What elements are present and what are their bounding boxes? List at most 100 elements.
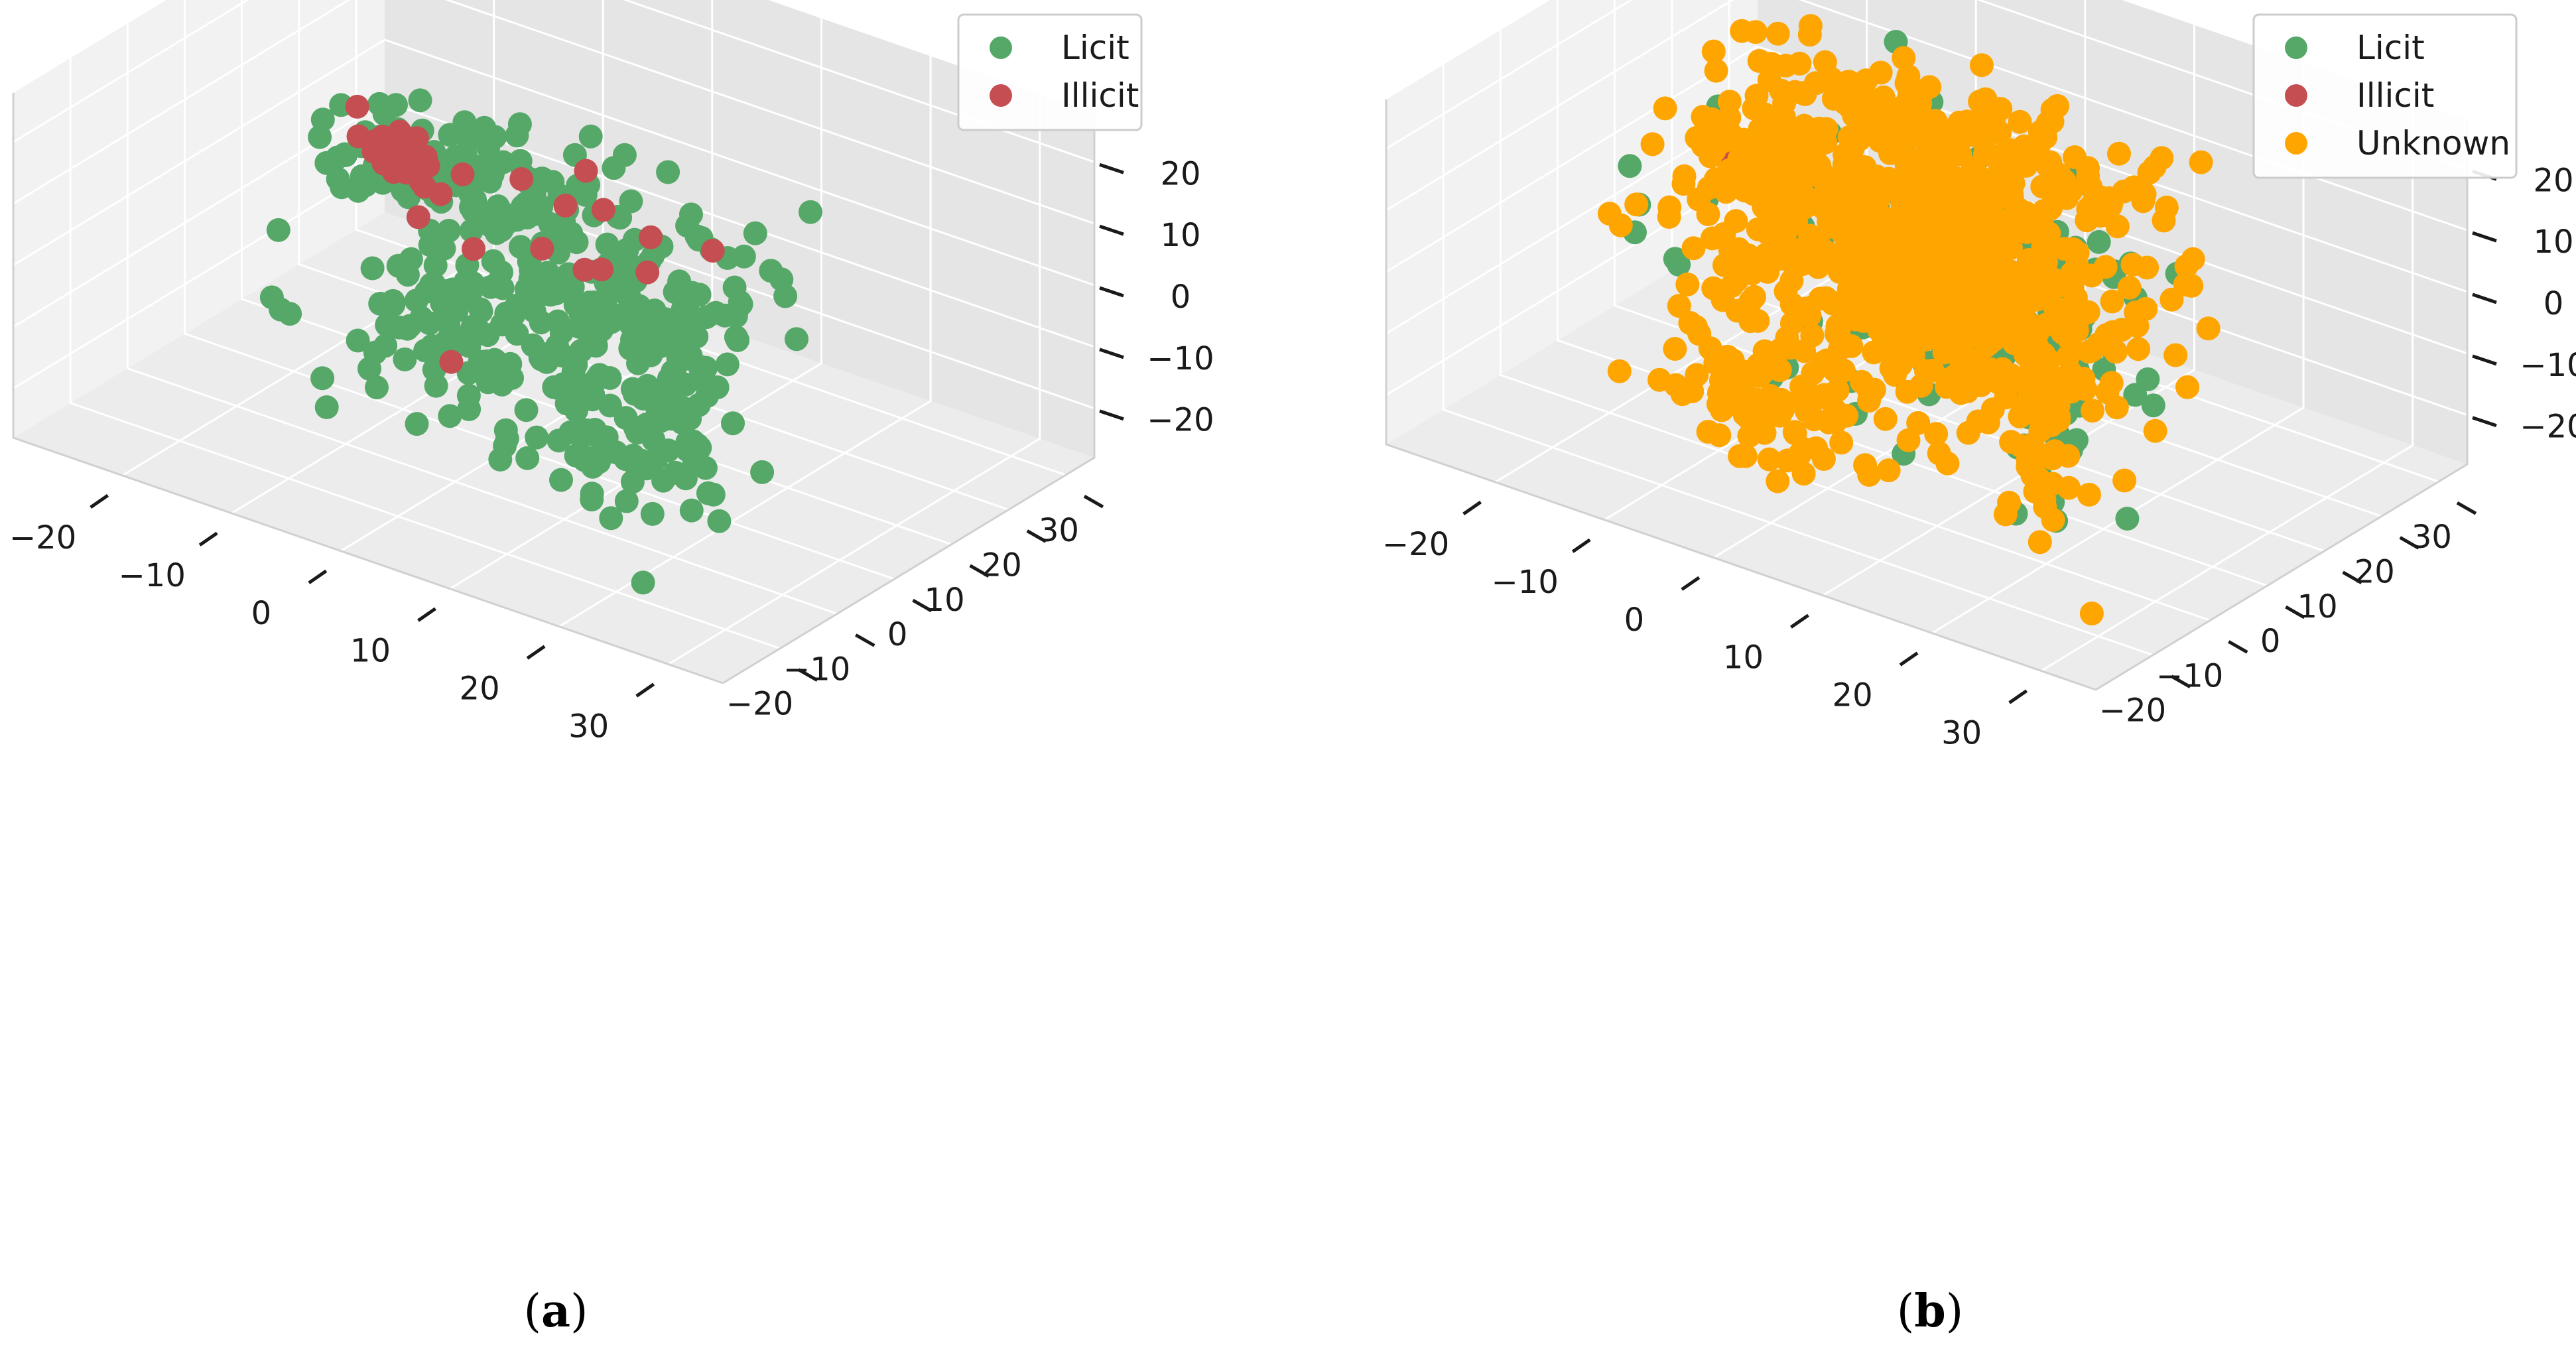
x-tick-label: 20 bbox=[1833, 677, 1873, 714]
scatter-point bbox=[2047, 405, 2071, 428]
x-tick-label: −10 bbox=[119, 557, 186, 594]
z-gridline bbox=[1385, 0, 2468, 231]
y-tick-mark bbox=[2285, 605, 2305, 619]
scatter-point bbox=[278, 302, 302, 326]
scatter-point bbox=[670, 318, 694, 342]
scatter-point bbox=[1712, 222, 1736, 246]
scatter-point bbox=[2031, 217, 2055, 241]
scatter-point bbox=[398, 314, 422, 338]
scatter-point bbox=[490, 276, 515, 300]
scatter-point bbox=[1747, 48, 1771, 73]
scatter-point bbox=[1830, 178, 1854, 202]
scatter-point bbox=[1994, 139, 2019, 164]
scatter-point bbox=[1894, 71, 1919, 96]
scatter-point bbox=[1792, 184, 1817, 208]
scatter-point bbox=[584, 303, 608, 328]
y-tick-label: −20 bbox=[726, 686, 793, 723]
scatter-point bbox=[1915, 195, 1939, 220]
scatter-point bbox=[1907, 317, 1931, 342]
scatter-point bbox=[1782, 420, 1807, 444]
scatter-point bbox=[509, 167, 534, 191]
scatter-point bbox=[406, 205, 430, 229]
scatter-point bbox=[1989, 235, 2014, 259]
scatter-point bbox=[1773, 279, 1798, 304]
scatter-point bbox=[2014, 154, 2038, 178]
scatter-point bbox=[1940, 331, 1964, 355]
scatter-point bbox=[405, 412, 429, 436]
y-tick-mark bbox=[2456, 501, 2477, 515]
scatter-point bbox=[428, 278, 453, 302]
scatter-point bbox=[2175, 375, 2200, 399]
scatter-point bbox=[693, 456, 718, 480]
z-tick-label: −20 bbox=[2520, 409, 2576, 446]
scatter-point bbox=[1843, 239, 1868, 263]
y-tick-mark bbox=[855, 633, 875, 647]
scatter-point bbox=[1791, 462, 1816, 486]
scatter-point bbox=[1624, 192, 1649, 217]
z-tick-label: 0 bbox=[1171, 279, 1191, 316]
scatter-point bbox=[1871, 233, 1896, 258]
y-gridline bbox=[1557, 0, 2268, 587]
scatter-point bbox=[722, 275, 747, 300]
scatter-point bbox=[514, 398, 539, 422]
y-gridline bbox=[298, 0, 1009, 511]
scatter-point bbox=[2122, 175, 2146, 200]
scatter-point bbox=[581, 382, 606, 407]
scatter-point bbox=[1691, 133, 1715, 158]
scatter-point bbox=[1829, 430, 1854, 455]
z-gridline bbox=[13, 0, 1095, 163]
scatter-point bbox=[1915, 139, 1940, 164]
scatter-point bbox=[1804, 230, 1829, 255]
scatter-point bbox=[1729, 162, 1754, 187]
y-tick-label: −10 bbox=[783, 651, 850, 688]
scatter-point bbox=[423, 253, 448, 278]
scatter-point bbox=[732, 244, 756, 269]
scatter-points bbox=[1597, 14, 2221, 625]
legend-label: Illicit bbox=[1061, 76, 1139, 115]
scatter-point bbox=[1857, 389, 1881, 413]
x-tick-mark bbox=[417, 607, 436, 622]
scatter-point bbox=[1744, 84, 1769, 108]
scatter-point bbox=[591, 198, 615, 222]
scatter-point bbox=[1979, 291, 2004, 316]
scatter-point bbox=[1766, 21, 1790, 46]
scatter-point bbox=[1607, 359, 1632, 383]
scatter-point bbox=[1752, 420, 1777, 445]
scatter-point bbox=[1653, 96, 1677, 121]
scatter-point bbox=[462, 237, 485, 261]
scatter-point bbox=[2077, 482, 2101, 507]
scatter-point bbox=[701, 482, 726, 507]
y-gridline bbox=[1442, 64, 2154, 657]
z-tick-mark bbox=[1099, 224, 1124, 236]
y-tick-label: 0 bbox=[2260, 623, 2281, 660]
scatter-point bbox=[1999, 363, 2024, 387]
scatter-point bbox=[1687, 322, 1712, 346]
scatter-point bbox=[1755, 220, 1779, 245]
x-tick-label: −20 bbox=[1382, 526, 1449, 563]
scatter-point bbox=[1730, 19, 1754, 43]
scatter-point bbox=[2115, 507, 2140, 531]
scatter-point bbox=[1954, 175, 1978, 200]
scatter-point bbox=[1808, 287, 1833, 311]
scatter-point bbox=[2063, 145, 2087, 169]
scatter-point bbox=[1883, 329, 1907, 354]
z-tick-label: −20 bbox=[1147, 402, 1214, 439]
legend: Licit Illicit Unknown bbox=[2252, 13, 2518, 179]
legend-label: Licit bbox=[1061, 29, 1129, 67]
x-tick-label: 0 bbox=[1624, 602, 1645, 639]
y-tick-mark bbox=[2342, 570, 2362, 584]
scatter-point bbox=[2032, 444, 2057, 468]
x-tick-label: 30 bbox=[1941, 715, 1982, 752]
scatter-point bbox=[1790, 252, 1815, 277]
scatter-point bbox=[599, 506, 623, 531]
x-tick-mark bbox=[1790, 613, 1809, 629]
x-tick-label: 10 bbox=[350, 633, 391, 670]
y-gridline bbox=[355, 0, 1066, 476]
scatter-point bbox=[363, 340, 387, 365]
scatter-point bbox=[1868, 60, 1893, 85]
scatter-point bbox=[1787, 52, 1812, 76]
scatter-point bbox=[1704, 58, 1728, 83]
z-tick-mark bbox=[1099, 409, 1124, 421]
z-tick-label: 20 bbox=[1160, 155, 1200, 192]
scatter-point bbox=[1717, 105, 1742, 130]
